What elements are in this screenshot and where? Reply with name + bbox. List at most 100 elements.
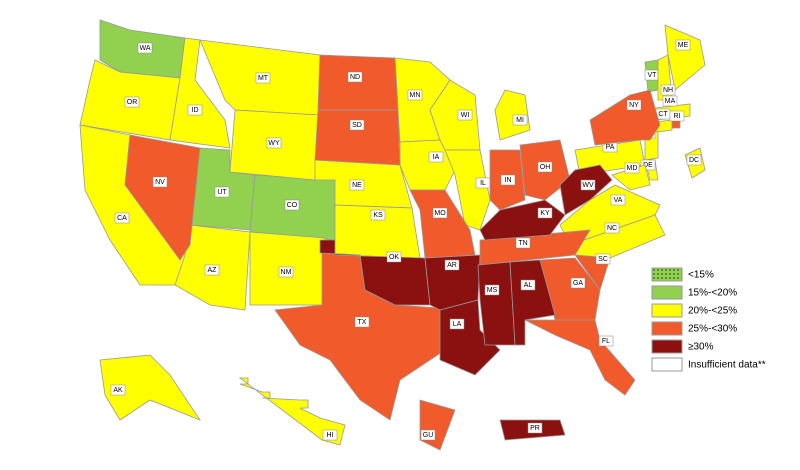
state: GU [419, 399, 456, 451]
state-label: RI [674, 113, 681, 120]
state-label-box [386, 251, 402, 263]
legend-swatch [651, 267, 683, 282]
state-label-box [537, 207, 553, 219]
state-label-box [520, 279, 536, 291]
state: IN [489, 149, 526, 211]
legend-swatch [651, 285, 683, 300]
state-label-box [114, 212, 130, 224]
state-label-box [204, 264, 220, 276]
state-shape [664, 24, 706, 91]
state-label-box [640, 159, 656, 171]
legend-label: 25%-<30% [688, 324, 737, 335]
state-label-box [686, 154, 702, 166]
state-label: MA [665, 98, 676, 105]
state-label-box [626, 99, 642, 111]
state: GA [539, 257, 601, 321]
state-label: DE [643, 162, 653, 169]
state: KS [334, 204, 421, 259]
state: NV [124, 134, 201, 261]
state-label-box [407, 89, 423, 101]
state-label: CA [117, 215, 127, 222]
legend-label: Insufficient data** [688, 360, 766, 371]
state-label: MN [410, 92, 421, 99]
states: WAUTCOVTORCAIDMTWYAZNMNEKSMNIAWIILMIPANJ… [79, 19, 706, 451]
state-label-box [624, 162, 640, 174]
state-label-box [354, 316, 370, 328]
state: MD [611, 162, 651, 191]
legend-label: 20%-<25% [688, 306, 737, 317]
state-label: AR [447, 262, 457, 269]
state-label: NC [607, 225, 617, 232]
state-label: LA [453, 321, 462, 328]
state-label: IA [433, 154, 440, 161]
state-label: NV [155, 179, 165, 186]
state-shape [99, 354, 202, 421]
state-label-box [449, 318, 465, 330]
state: MI [494, 89, 531, 141]
state-label: CO [287, 202, 298, 209]
state-label-box [444, 259, 460, 271]
state-label: IN [505, 177, 512, 184]
legend: <15% 15%-<20% 20%-<25% 25%-<30% ≥30% Insuffic… [651, 267, 766, 372]
state-label: GA [573, 280, 583, 287]
state: DC [684, 147, 706, 179]
state-label: OR [127, 99, 138, 106]
state-label-box [669, 110, 685, 122]
state-label-box [610, 194, 626, 206]
state-shape [524, 319, 636, 396]
state: PR [499, 419, 566, 441]
state-label-box [457, 109, 473, 121]
state-label-box [124, 96, 140, 108]
state-label-box [347, 71, 363, 83]
legend-swatch [651, 339, 683, 354]
state-label: ND [350, 74, 360, 81]
state: FL [524, 319, 636, 396]
state-label-box [527, 422, 543, 434]
state-label-box [110, 384, 126, 396]
state-label-box [255, 72, 271, 84]
state-label-box [349, 119, 365, 131]
state-label: WI [461, 112, 470, 119]
state-label: TN [518, 240, 527, 247]
state: NY [589, 89, 661, 146]
state: WV [559, 164, 613, 216]
state-label: IL [480, 180, 486, 187]
legend-label: <15% [688, 270, 714, 281]
state-label: WV [582, 182, 594, 189]
state-shape [319, 239, 431, 306]
state-shape [419, 399, 456, 451]
state-label: KS [373, 212, 383, 219]
state: ND [317, 54, 399, 111]
legend-swatch [651, 321, 683, 336]
state-label: MS [487, 287, 498, 294]
state-label-box [278, 266, 294, 278]
state-label-box [662, 95, 678, 107]
state-label: VA [614, 197, 623, 204]
state-label-box [512, 114, 528, 126]
state-label-box [214, 186, 230, 198]
state: AL [509, 259, 556, 346]
state: AK [99, 354, 202, 421]
state-label-box [187, 104, 203, 116]
state: MS [477, 261, 516, 346]
state-label: MO [434, 210, 446, 217]
state-shape [238, 377, 346, 446]
state-label: WY [268, 140, 280, 147]
state-label: TX [358, 319, 367, 326]
state-label-box [284, 199, 300, 211]
state-label: ID [192, 107, 199, 114]
state-label-box [660, 84, 676, 96]
legend-swatch [651, 303, 683, 318]
state-label: PA [606, 144, 615, 151]
state-shape [314, 109, 401, 166]
state-label-box [349, 179, 365, 191]
state-label: MI [516, 117, 524, 124]
state-label-box [432, 207, 448, 219]
state-label: HI [327, 432, 334, 439]
legend-label: 15%-<20% [688, 288, 737, 299]
state: SC [574, 253, 611, 291]
state-label-box [570, 277, 586, 289]
state-label-box [322, 429, 338, 441]
state-label-box [266, 137, 282, 149]
